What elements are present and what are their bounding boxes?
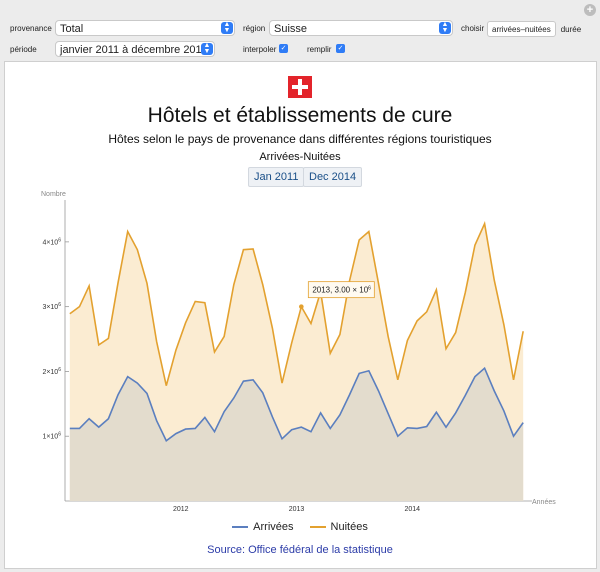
swiss-flag-icon: [288, 76, 312, 98]
mode-segmented-control[interactable]: arrivées–nuitées durée: [487, 21, 586, 37]
y-tick-label: 3×106: [42, 302, 61, 311]
area-arrivees: [69, 368, 524, 501]
x-tick-label: 2014: [404, 506, 420, 513]
periode-label: période: [10, 45, 37, 54]
periode-select[interactable]: janvier 2011 à décembre 2014 ▲ ▼: [55, 41, 215, 57]
region-value: Suisse: [274, 23, 308, 35]
provenance-select[interactable]: Total ▲ ▼: [55, 20, 235, 36]
chart-title: Hôtels et établissements de cure: [147, 104, 453, 127]
y-tick-label: 2×106: [42, 367, 61, 376]
remplir-checkbox[interactable]: ✓: [336, 44, 345, 53]
chart-subtitle: Hôtes selon le pays de provenance dans d…: [108, 132, 492, 146]
region-select[interactable]: Suisse ▲ ▼: [269, 20, 453, 36]
legend-item-arrivees: Arrivées: [232, 521, 294, 533]
tooltip-text: 2013, 3.00 × 106: [312, 286, 371, 295]
select-arrows-icon: ▲ ▼: [439, 21, 451, 34]
line-nuitees: [69, 221, 524, 386]
interpoler-label: interpoler: [243, 45, 277, 54]
legend: Arrivées Nuitées: [0, 521, 600, 533]
legend-item-nuitees: Nuitées: [309, 521, 368, 533]
select-arrows-icon: ▲ ▼: [201, 42, 213, 55]
legend-label: Arrivées: [253, 521, 294, 533]
y-tick-label: 1×106: [42, 432, 61, 441]
provenance-value: Total: [60, 23, 84, 35]
x-axis-label: Années: [532, 499, 556, 506]
x-tick-label: 2012: [173, 506, 189, 513]
region-label: région: [243, 24, 266, 33]
choisir-label: choisir: [461, 24, 485, 33]
provenance-label: provenance: [10, 24, 52, 33]
x-tick-label: 2013: [289, 506, 305, 513]
add-icon[interactable]: +: [584, 4, 596, 16]
legend-label: Nuitées: [330, 521, 368, 533]
seg-duree[interactable]: durée: [560, 25, 582, 34]
y-tick-label: 4×106: [42, 237, 61, 246]
source-link[interactable]: Source: Office fédéral de la statistique: [207, 544, 393, 556]
chart-subtitle-2: Arrivées-Nuitées: [259, 151, 341, 163]
select-arrows-icon: ▲ ▼: [221, 21, 233, 34]
remplir-label: remplir: [307, 45, 332, 54]
start-date-button[interactable]: Jan 2011: [248, 167, 305, 187]
y-axis-label: Nombre: [41, 191, 66, 198]
interpoler-checkbox[interactable]: ✓: [279, 44, 288, 53]
highlight-point: [299, 304, 304, 309]
legend-swatch: [232, 526, 249, 528]
end-date-button[interactable]: Dec 2014: [303, 167, 363, 187]
line-arrivees: [69, 366, 524, 442]
seg-arrivees-nuitees[interactable]: arrivées–nuitées: [487, 21, 556, 37]
legend-swatch: [309, 526, 326, 528]
tooltip: 2013, 3.00 × 106: [307, 281, 375, 299]
periode-value: janvier 2011 à décembre 2014: [60, 44, 208, 56]
